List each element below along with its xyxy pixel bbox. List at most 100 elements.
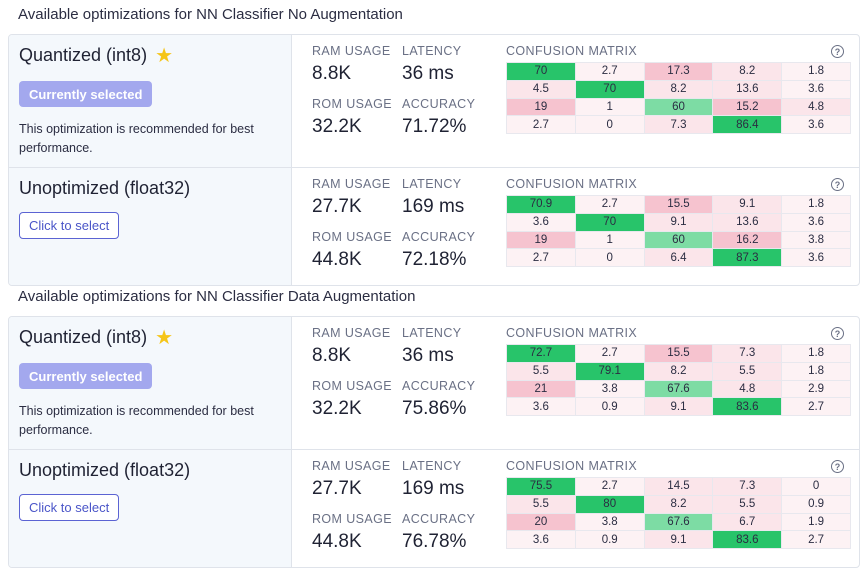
confusion-matrix-cell: 9.1 (713, 196, 782, 213)
confusion-matrix-cell: 19 (507, 231, 575, 249)
confusion-matrix-cell: 0.9 (575, 531, 644, 548)
confusion-matrix-cell: 70 (575, 213, 644, 231)
rom-usage-value: 44.8K (312, 249, 362, 270)
confusion-matrix-cell: 3.8 (575, 513, 644, 531)
confusion-matrix-cell: 17.3 (644, 63, 713, 80)
rom-usage-label: ROM USAGE (312, 230, 392, 244)
currently-selected-button[interactable]: Currently selected (19, 363, 153, 389)
optimization-info-panel: Unoptimized (float32) Click to select (9, 168, 292, 285)
confusion-matrix-cell: 9.1 (644, 531, 713, 548)
ram-usage-value: 27.7K (312, 478, 362, 499)
confusion-matrix-cell: 8.2 (644, 80, 713, 98)
confusion-matrix-cell: 19 (507, 98, 575, 116)
ram-usage-label: RAM USAGE (312, 326, 391, 340)
optimization-title: Quantized (int8) ★ (19, 45, 173, 66)
confusion-matrix-cell: 60 (644, 98, 713, 116)
confusion-matrix-cell: 2.7 (507, 249, 575, 266)
confusion-matrix-cell: 2.7 (575, 196, 644, 213)
confusion-matrix-cell: 5.5 (507, 362, 575, 380)
confusion-matrix-cell: 60 (644, 231, 713, 249)
confusion-matrix-cell: 3.8 (782, 231, 850, 249)
confusion-matrix-cell: 67.6 (644, 380, 713, 398)
accuracy-label: ACCURACY (402, 379, 476, 393)
rom-usage-label: ROM USAGE (312, 512, 392, 526)
confusion-matrix-label: CONFUSION MATRIX (506, 326, 638, 340)
confusion-matrix-cell: 13.6 (713, 80, 782, 98)
confusion-matrix-cell: 3.8 (575, 380, 644, 398)
confusion-matrix-cell: 79.1 (575, 362, 644, 380)
confusion-matrix-cell: 67.6 (644, 513, 713, 531)
help-circle-icon[interactable]: ? (831, 178, 844, 191)
accuracy-label: ACCURACY (402, 512, 476, 526)
accuracy-value: 75.86% (402, 398, 467, 419)
help-circle-icon[interactable]: ? (831, 460, 844, 473)
confusion-matrix: 75.5 2.7 14.5 7.3 0 5.5 80 8.2 5.5 0.9 20 3.8 67.6 6.… (506, 477, 851, 549)
confusion-matrix-cell: 14.5 (644, 478, 713, 495)
confusion-matrix-cell: 4.8 (713, 380, 782, 398)
confusion-matrix-cell: 3.6 (782, 80, 850, 98)
help-circle-icon[interactable]: ? (831, 45, 844, 58)
confusion-matrix-cell: 1 (575, 98, 644, 116)
optimization-name: Unoptimized (float32) (19, 460, 191, 480)
latency-label: LATENCY (402, 326, 462, 340)
confusion-matrix-cell: 4.5 (507, 80, 575, 98)
latency-value: 169 ms (402, 478, 465, 499)
ram-usage-label: RAM USAGE (312, 459, 391, 473)
ram-usage-value: 8.8K (312, 63, 352, 84)
optimization-info-panel: Unoptimized (float32) Click to select (9, 450, 292, 567)
click-to-select-button[interactable]: Click to select (19, 494, 120, 521)
confusion-matrix-cell: 0.9 (782, 495, 850, 513)
rom-usage-value: 32.2K (312, 116, 362, 137)
confusion-matrix-cell: 0 (575, 249, 644, 266)
optimization-name: Quantized (int8) (19, 45, 148, 65)
confusion-matrix-cell: 3.6 (507, 531, 575, 548)
confusion-matrix-cell: 9.1 (644, 213, 713, 231)
confusion-matrix-label: CONFUSION MATRIX (506, 44, 638, 58)
confusion-matrix-cell: 2.9 (782, 380, 850, 398)
ram-usage-label: RAM USAGE (312, 44, 391, 58)
confusion-matrix-label: CONFUSION MATRIX (506, 459, 638, 473)
confusion-matrix-cell: 7.3 (713, 345, 782, 362)
click-to-select-button[interactable]: Click to select (19, 212, 120, 239)
accuracy-value: 71.72% (402, 116, 467, 137)
confusion-matrix-cell: 15.5 (644, 345, 713, 362)
confusion-matrix-cell: 6.7 (713, 513, 782, 531)
confusion-matrix-cell: 7.3 (644, 116, 713, 133)
accuracy-label: ACCURACY (402, 230, 476, 244)
confusion-matrix-cell: 8.2 (644, 495, 713, 513)
currently-selected-button[interactable]: Currently selected (19, 81, 153, 107)
confusion-matrix-cell: 3.6 (782, 213, 850, 231)
latency-label: LATENCY (402, 459, 462, 473)
confusion-matrix-cell: 2.7 (507, 116, 575, 133)
optimization-info-panel: Quantized (int8) ★ Currently selected This … (9, 317, 292, 449)
confusion-matrix-cell: 0.9 (575, 398, 644, 415)
confusion-matrix-cell: 9.1 (644, 398, 713, 415)
optimization-row: Unoptimized (float32) Click to select RAM … (9, 167, 859, 285)
confusion-matrix-cell: 2.7 (575, 63, 644, 80)
confusion-matrix-cell: 3.6 (507, 213, 575, 231)
help-circle-icon[interactable]: ? (831, 327, 844, 340)
confusion-matrix-cell: 15.2 (713, 98, 782, 116)
ram-usage-value: 8.8K (312, 345, 352, 366)
latency-value: 36 ms (402, 63, 454, 84)
confusion-matrix-cell: 72.7 (507, 345, 575, 362)
confusion-matrix-cell: 70.9 (507, 196, 575, 213)
confusion-matrix-cell: 20 (507, 513, 575, 531)
optimization-name: Quantized (int8) (19, 327, 148, 347)
confusion-matrix-cell: 8.2 (644, 362, 713, 380)
section-title: Available optimizations for NN Classifie… (18, 288, 416, 305)
confusion-matrix-cell: 5.5 (713, 362, 782, 380)
confusion-matrix-cell: 16.2 (713, 231, 782, 249)
confusion-matrix-cell: 83.6 (713, 531, 782, 548)
optimization-name: Unoptimized (float32) (19, 178, 191, 198)
latency-label: LATENCY (402, 177, 462, 191)
optimization-card: Quantized (int8) ★ Currently selected This … (8, 316, 860, 568)
star-icon: ★ (155, 44, 174, 67)
confusion-matrix-label: CONFUSION MATRIX (506, 177, 638, 191)
confusion-matrix-cell: 1.8 (782, 63, 850, 80)
confusion-matrix-cell: 3.6 (782, 116, 850, 133)
optimization-title: Unoptimized (float32) (19, 460, 190, 481)
confusion-matrix-cell: 2.7 (575, 478, 644, 495)
confusion-matrix-cell: 2.7 (575, 345, 644, 362)
optimization-card: Quantized (int8) ★ Currently selected This … (8, 34, 860, 286)
